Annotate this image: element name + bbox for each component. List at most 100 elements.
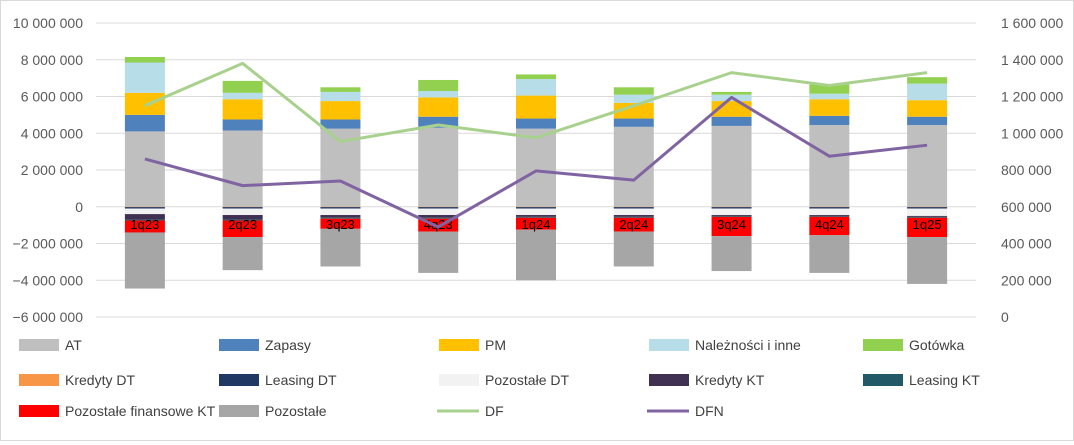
bar-segment: [809, 99, 850, 116]
bar-segment: [516, 207, 556, 209]
bar-segment: [418, 116, 459, 128]
bar-segment: [711, 215, 752, 216]
bar-segment: [613, 217, 654, 232]
bar-segment: [516, 95, 556, 119]
bar-segment: [516, 74, 556, 80]
bar-segment: [516, 217, 556, 230]
bar-segment: [418, 217, 459, 219]
bar-segment: [613, 208, 654, 216]
bar-segment: [320, 91, 361, 102]
bar-segment: [613, 206, 654, 208]
legend-swatch: [219, 405, 259, 417]
bar-segment: [711, 125, 752, 207]
y-left-tick-label: 8 000 000: [21, 52, 83, 68]
legend-label: Kredyty DT: [65, 372, 135, 388]
bar-segment: [418, 208, 459, 216]
legend-label: Leasing DT: [265, 372, 337, 388]
bar-segment: [711, 236, 752, 272]
bar-segment: [320, 208, 361, 216]
bar-segment: [124, 131, 165, 207]
bar-segment: [907, 77, 948, 84]
bar-segment: [711, 216, 752, 237]
legend-label: PM: [485, 337, 506, 353]
bar-segment: [516, 79, 556, 96]
y-right-tick-label: 1 600 000: [1001, 15, 1063, 31]
legend-swatch: [219, 374, 259, 386]
bar-segment: [613, 231, 654, 267]
bar-segment: [809, 215, 850, 217]
legend-swatch: [19, 374, 59, 386]
bar-segment: [124, 208, 165, 215]
bar-segment: [907, 208, 948, 216]
bar-segment: [418, 215, 459, 218]
bar-segment: [809, 93, 850, 100]
y-right-tick-label: 200 000: [1001, 272, 1052, 288]
y-right-tick-label: 600 000: [1001, 199, 1052, 215]
legend-label: Należności i inne: [695, 337, 801, 353]
bar-segment: [809, 235, 850, 273]
bar-segment: [613, 207, 654, 209]
y-right-tick-label: 1 000 000: [1001, 125, 1063, 141]
bar-segment: [124, 214, 165, 220]
y-right-tick-label: 400 000: [1001, 236, 1052, 252]
bar-segment: [418, 127, 459, 207]
category-label: 1q25: [913, 217, 942, 232]
legend-swatch: [219, 339, 259, 351]
bar-segment: [809, 207, 850, 209]
bar-segment: [222, 99, 263, 120]
bar-segment: [222, 207, 263, 209]
y-left-tick-label: −6 000 000: [13, 309, 84, 325]
bar-segment: [516, 208, 556, 216]
y-left-tick-label: −4 000 000: [13, 272, 84, 288]
category-label: 2q24: [619, 217, 648, 232]
bar-segment: [222, 237, 263, 271]
bar-segment: [320, 119, 361, 129]
y-left-tick-label: 6 000 000: [21, 89, 83, 105]
bar-segment: [124, 232, 165, 289]
category-label: 4q23: [424, 217, 453, 232]
bar-segment: [809, 216, 850, 236]
bar-segment: [809, 208, 850, 216]
y-left-tick-label: 10 000 000: [13, 15, 83, 31]
bar-segment: [516, 206, 556, 208]
bar-segment: [320, 207, 361, 209]
bar-segment: [124, 56, 165, 63]
legend-label: Kredyty KT: [695, 372, 765, 388]
legend-swatch: [439, 374, 479, 386]
bar-segment: [907, 206, 948, 208]
bar-segment: [613, 94, 654, 103]
bar-segment: [418, 79, 459, 91]
bar-segment: [907, 217, 948, 238]
legend-label: Leasing KT: [909, 372, 980, 388]
series-line: [144, 61, 928, 144]
bar-segment: [418, 206, 459, 208]
bar-segment: [613, 118, 654, 127]
bar-segment: [711, 207, 752, 209]
bar-segment: [124, 62, 165, 93]
bar-segment: [613, 126, 654, 207]
category-label: 4q24: [815, 217, 844, 232]
bar-segment: [222, 92, 263, 100]
bar-segment: [809, 206, 850, 208]
legend-swatch: [19, 339, 59, 351]
bar-segment: [320, 215, 361, 218]
bar-segment: [320, 101, 361, 120]
legend-label: Zapasy: [265, 337, 311, 353]
bar-segment: [711, 208, 752, 216]
bar-segment: [222, 119, 263, 131]
y-right-tick-label: 0: [1001, 309, 1009, 325]
bar-segment: [320, 228, 361, 267]
bar-segment: [809, 215, 850, 216]
bar-segment: [222, 219, 263, 221]
bar-segment: [222, 80, 263, 93]
y-left-tick-label: 0: [75, 199, 83, 215]
bar-segment: [711, 215, 752, 217]
bar-segment: [711, 206, 752, 208]
bar-segment: [222, 215, 263, 220]
legend-swatch: [439, 339, 479, 351]
legend-swatch: [863, 374, 903, 386]
bar-segment: [418, 97, 459, 117]
bar-segment: [124, 114, 165, 132]
